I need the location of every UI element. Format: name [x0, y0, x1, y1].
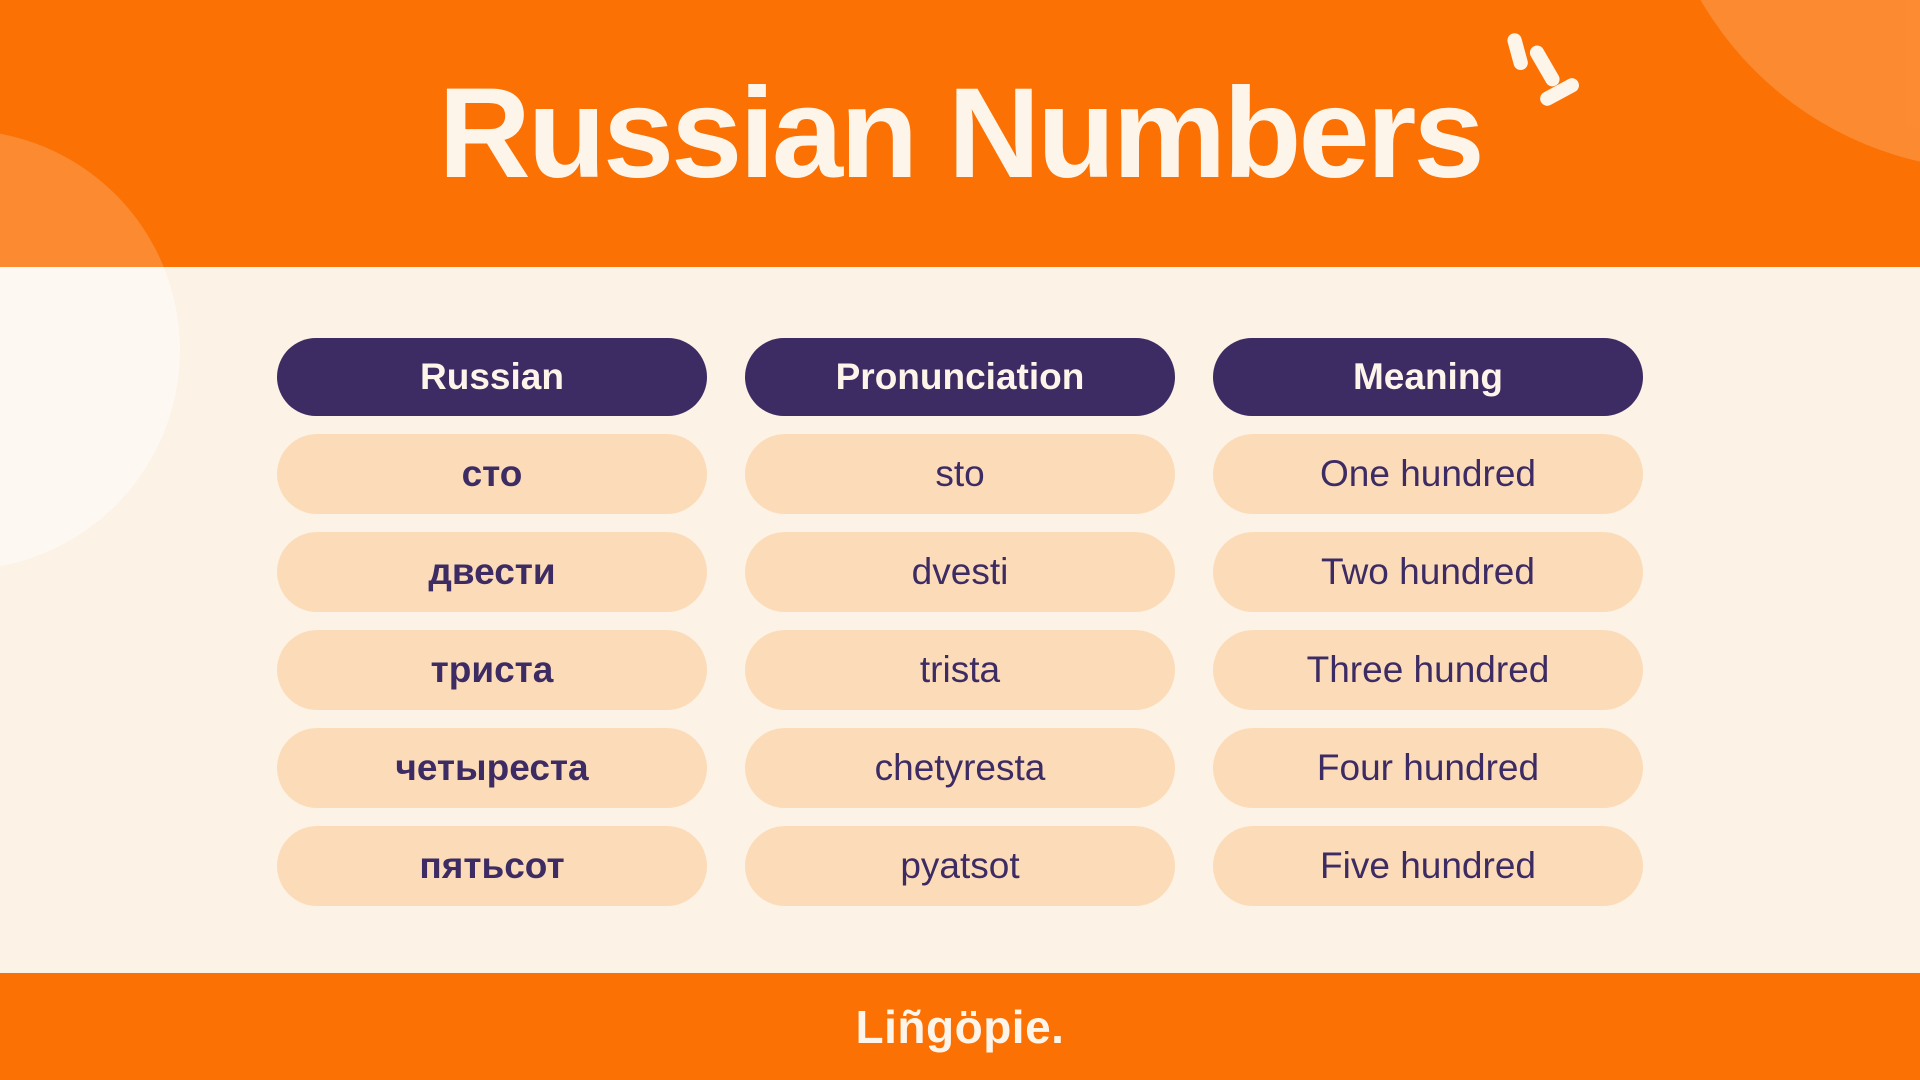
- cell-meaning: Four hundred: [1213, 728, 1643, 808]
- cell-pronunciation: sto: [745, 434, 1175, 514]
- cell-russian: пятьсот: [277, 826, 707, 906]
- cell-meaning: Three hundred: [1213, 630, 1643, 710]
- cell-pronunciation: dvesti: [745, 532, 1175, 612]
- cell-meaning: One hundred: [1213, 434, 1643, 514]
- decorative-circle-left: [0, 130, 180, 267]
- cell-meaning: Two hundred: [1213, 532, 1643, 612]
- header-band: Russian Numbers: [0, 0, 1920, 267]
- cell-pronunciation: pyatsot: [745, 826, 1175, 906]
- cell-pronunciation: chetyresta: [745, 728, 1175, 808]
- cell-meaning: Five hundred: [1213, 826, 1643, 906]
- column-header-pronunciation: Pronunciation: [745, 338, 1175, 416]
- cell-pronunciation: trista: [745, 630, 1175, 710]
- cell-russian: сто: [277, 434, 707, 514]
- column-header-meaning: Meaning: [1213, 338, 1643, 416]
- cell-russian: двести: [277, 532, 707, 612]
- brand-logo: Liñgöpie.: [855, 1000, 1065, 1053]
- table-area: Russian Pronunciation Meaning сто sto On…: [0, 267, 1920, 973]
- cell-russian: четыреста: [277, 728, 707, 808]
- page-title: Russian Numbers: [438, 61, 1484, 205]
- title-wrap: Russian Numbers: [438, 32, 1579, 205]
- footer-band: Liñgöpie.: [0, 973, 1920, 1080]
- numbers-table: Russian Pronunciation Meaning сто sto On…: [0, 338, 1920, 906]
- column-header-russian: Russian: [277, 338, 707, 416]
- decorative-circle-top-right: [1655, 0, 1920, 170]
- cell-russian: триста: [277, 630, 707, 710]
- sparkle-burst-icon: [1507, 32, 1579, 106]
